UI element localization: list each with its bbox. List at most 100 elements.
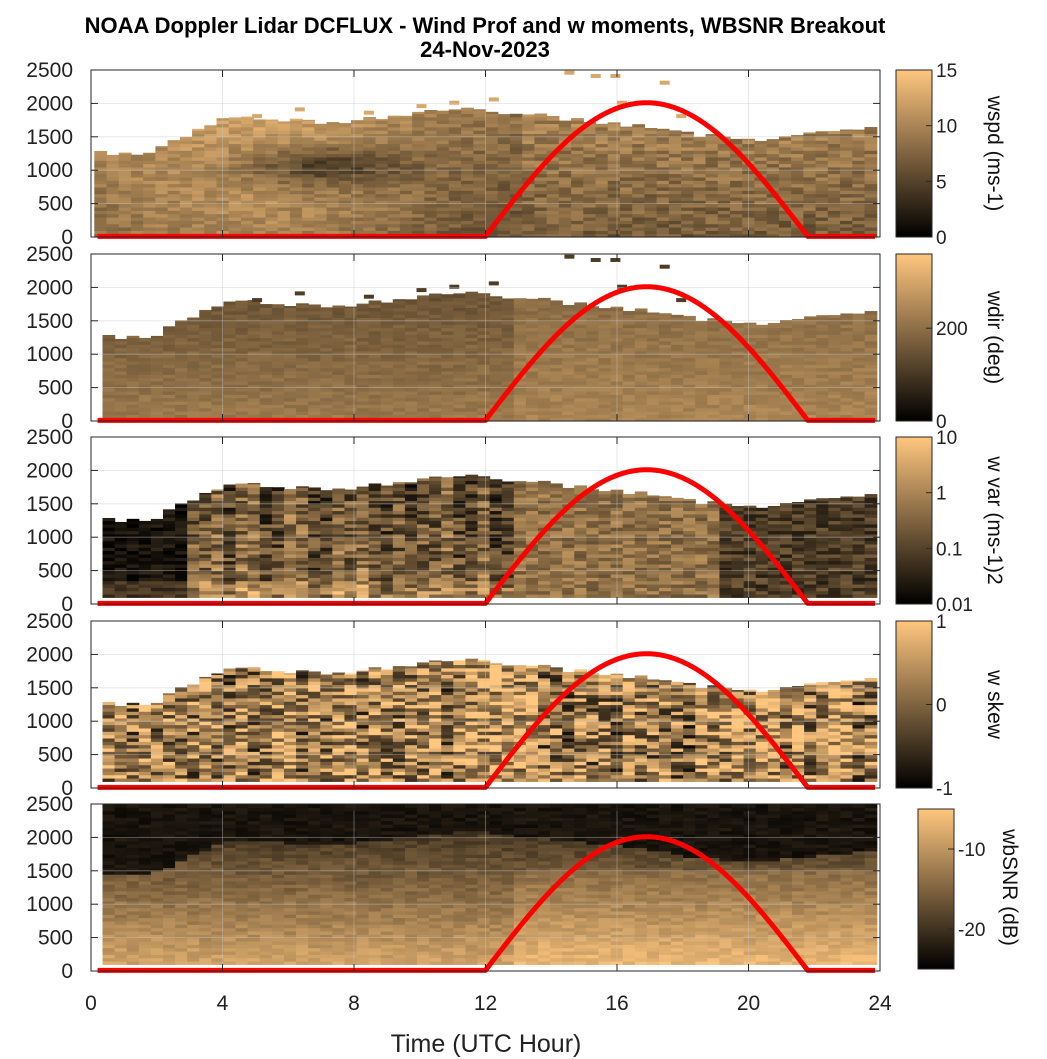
heatmap-cell <box>436 230 450 235</box>
heatmap-cell <box>546 183 560 188</box>
heatmap-cell <box>392 397 406 402</box>
heatmap-cell <box>840 160 853 165</box>
heatmap-cell <box>646 357 660 362</box>
heatmap-cell <box>351 180 364 185</box>
heatmap-cell <box>192 213 205 218</box>
heatmap-cell <box>730 203 743 208</box>
heatmap-cell <box>586 320 600 325</box>
heatmap-cell <box>211 387 225 392</box>
heatmap-cell <box>754 166 768 171</box>
heatmap-cell <box>550 404 563 409</box>
heatmap-cell <box>162 407 176 412</box>
heatmap-cell <box>296 307 309 312</box>
heatmap-cell <box>792 414 805 419</box>
heatmap-cell <box>216 190 230 195</box>
heatmap-cell <box>719 404 733 409</box>
heatmap-cell <box>719 417 733 422</box>
heatmap-cell <box>513 300 527 305</box>
heatmap-cell <box>501 320 515 325</box>
heatmap-cell <box>558 173 572 178</box>
heatmap-cell <box>179 200 193 205</box>
heatmap-cell <box>778 160 792 165</box>
heatmap-cell <box>253 140 267 145</box>
heatmap-cell <box>167 146 181 151</box>
heatmap-cell <box>247 543 261 548</box>
heatmap-cell <box>259 360 273 365</box>
heatmap-cell <box>211 317 225 322</box>
heatmap-cell <box>571 133 584 138</box>
heatmap-cell <box>840 367 854 372</box>
heatmap-cell <box>509 130 523 135</box>
heatmap-cell <box>375 213 389 218</box>
heatmap-cell <box>693 143 707 148</box>
heatmap-cell <box>138 370 152 375</box>
heatmap-cell <box>436 196 450 201</box>
heatmap-cell <box>187 380 200 385</box>
heatmap-cell <box>598 390 612 395</box>
heatmap-cell <box>106 176 120 181</box>
heatmap-cell <box>240 190 254 195</box>
heatmap-cell <box>583 143 597 148</box>
heatmap-cell <box>363 186 377 191</box>
heatmap-cell <box>574 390 587 395</box>
heatmap-cell <box>656 193 670 198</box>
heatmap-cell <box>392 307 406 312</box>
heatmap-cell <box>235 314 249 319</box>
heatmap-cell <box>155 230 169 235</box>
heatmap-cell <box>283 517 297 522</box>
heatmap-cell <box>864 127 878 131</box>
heatmap-cell <box>167 203 181 208</box>
heatmap-cell <box>497 183 511 188</box>
heatmap-cell <box>320 340 333 345</box>
heatmap-cell <box>634 374 648 379</box>
heatmap-cell <box>525 380 539 385</box>
heatmap-cell <box>693 200 707 205</box>
heatmap-cell <box>828 400 842 405</box>
heatmap-cell <box>351 216 364 221</box>
heatmap-cell <box>199 517 212 522</box>
heatmap-cell <box>114 521 128 525</box>
heatmap-cell <box>743 354 757 359</box>
heatmap-cell <box>314 226 328 231</box>
heatmap-cell <box>412 220 425 225</box>
heatmap-cell <box>695 357 708 362</box>
heatmap-cell <box>485 203 499 208</box>
heatmap-cell <box>404 400 418 405</box>
heatmap-cell <box>308 530 321 535</box>
heatmap-cell <box>204 200 218 205</box>
heatmap-cell <box>175 580 188 585</box>
heatmap-cell <box>429 340 442 345</box>
heatmap-cell <box>658 384 672 389</box>
heatmap-cell <box>162 517 176 522</box>
heatmap-cell <box>731 407 745 412</box>
heatmap-cell <box>283 350 297 355</box>
heatmap-cell <box>363 160 377 165</box>
heatmap-cell <box>656 143 670 148</box>
heatmap-cell <box>465 304 479 309</box>
heatmap-cell <box>453 400 467 405</box>
heatmap-cell <box>253 146 267 151</box>
heatmap-cell <box>693 213 707 218</box>
heatmap-cell <box>162 530 176 535</box>
heatmap-cell <box>461 143 474 148</box>
heatmap-cell <box>622 410 636 415</box>
heatmap-cell <box>743 400 757 405</box>
heatmap-cell <box>509 170 523 175</box>
heatmap-cell <box>356 367 370 372</box>
heatmap-cell <box>658 344 672 349</box>
heatmap-cell <box>730 140 743 145</box>
heatmap-cell <box>562 410 575 415</box>
heatmap-cell <box>778 233 792 238</box>
heatmap-cell <box>681 153 694 158</box>
heatmap-cell <box>571 176 584 181</box>
heatmap-cell <box>187 334 200 339</box>
heatmap-cell <box>211 394 225 399</box>
heatmap-cell <box>453 300 467 305</box>
heatmap-cell <box>162 587 176 592</box>
heatmap-cell <box>368 320 382 325</box>
heatmap-cell <box>550 414 563 419</box>
heatmap-cell <box>399 120 413 125</box>
heatmap-cell <box>453 327 467 332</box>
heatmap-cell <box>314 160 328 165</box>
heatmap-cell <box>308 404 321 409</box>
